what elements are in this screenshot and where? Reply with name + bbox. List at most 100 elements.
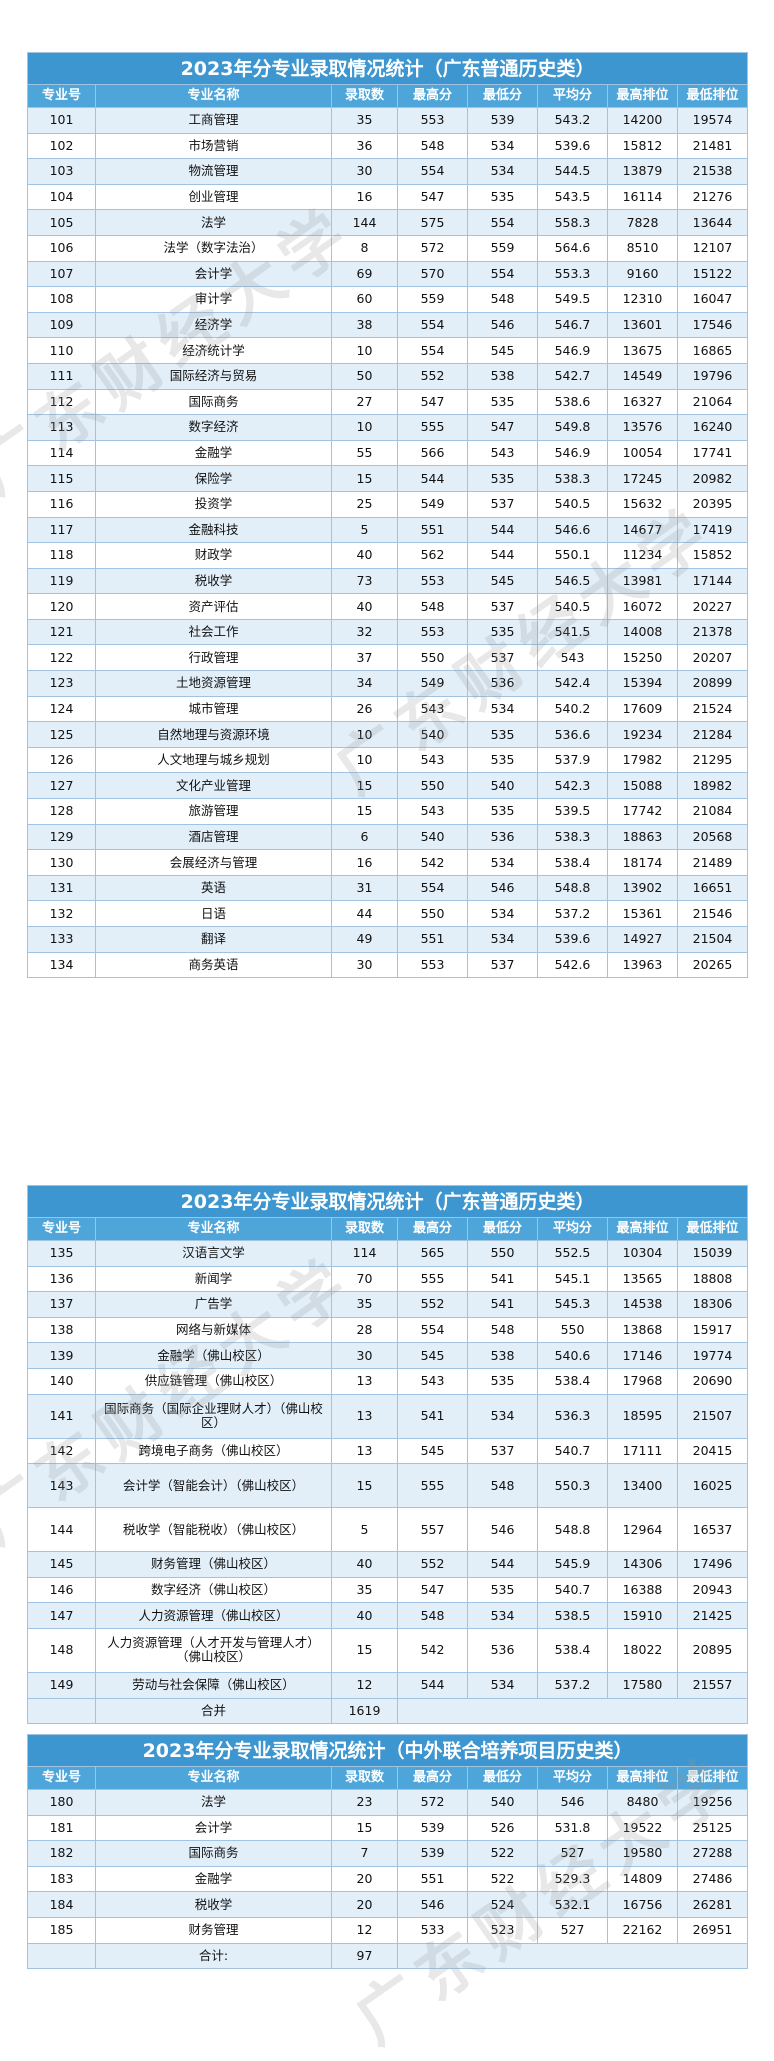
cell-code: 140	[27, 1367, 96, 1395]
cell-admitted: 10	[331, 746, 398, 774]
cell-name: 劳动与社会保障（佛山校区）	[95, 1671, 332, 1699]
cell-avg: 540.7	[537, 1576, 608, 1604]
cell-minrank: 17496	[676, 1551, 749, 1578]
cell-admitted: 15	[331, 1463, 398, 1509]
cell-avg: 536.3	[537, 1393, 608, 1439]
cell-maxrank: 13963	[607, 951, 678, 979]
cell-min: 545	[467, 337, 538, 364]
cell-admitted: 28	[331, 1316, 398, 1344]
cell-minrank: 20265	[676, 951, 749, 979]
header-avg-score: 平均分	[537, 1217, 608, 1241]
cell-maxrank: 15250	[607, 644, 678, 672]
table-row: 137 广告学 35 552 541 545.3 14538 18306	[27, 1291, 749, 1318]
cell-maxrank: 16756	[607, 1891, 678, 1918]
cell-code: 125	[27, 721, 96, 748]
cell-avg: 546.9	[537, 337, 608, 364]
cell-minrank: 19796	[676, 362, 749, 390]
cell-maxrank: 9160	[607, 260, 678, 288]
cell-max: 548	[397, 132, 468, 160]
cell-admitted: 35	[331, 1291, 398, 1318]
cell-minrank: 21276	[676, 183, 749, 211]
header-min-score: 最低分	[467, 84, 538, 108]
cell-avg: 538.3	[537, 465, 608, 492]
cell-max: 542	[397, 849, 468, 876]
cell-name: 财务管理	[95, 1916, 332, 1944]
cell-maxrank: 17580	[607, 1671, 678, 1699]
cell-name: 经济学	[95, 311, 332, 339]
cell-code: 136	[27, 1265, 96, 1293]
cell-code: 105	[27, 209, 96, 236]
cell-avg: 538.4	[537, 849, 608, 876]
cell-avg: 552.5	[537, 1240, 608, 1267]
cell-max: 545	[397, 1342, 468, 1369]
cell-minrank: 16025	[676, 1463, 749, 1509]
cell-name: 人力资源管理（人才开发与管理人才）（佛山校区）	[95, 1627, 332, 1673]
cell-min: 522	[467, 1865, 538, 1893]
cell-min: 523	[467, 1916, 538, 1944]
table-row: 143 会计学（智能会计）（佛山校区） 15 555 548 550.3 13400 1602…	[27, 1463, 749, 1509]
cell-min: 550	[467, 1240, 538, 1267]
table-row: 112 国际商务 27 547 535 538.6 16327 21064	[27, 388, 749, 416]
cell-avg: 538.6	[537, 388, 608, 416]
cell-admitted: 8	[331, 234, 398, 262]
cell-minrank: 19256	[676, 1789, 749, 1816]
cell-max: 552	[397, 1291, 468, 1318]
cell-code: 137	[27, 1291, 96, 1318]
table-row: 117 金融科技 5 551 544 546.6 14677 17419	[27, 516, 749, 544]
table-row: 144 税收学（智能税收）（佛山校区） 5 557 546 548.8 12964 16537	[27, 1507, 749, 1553]
table-row: 110 经济统计学 10 554 545 546.9 13675 16865	[27, 337, 749, 364]
cell-maxrank: 17146	[607, 1342, 678, 1369]
cell-code: 185	[27, 1916, 96, 1944]
cell-minrank: 16240	[676, 414, 749, 441]
cell-code: 117	[27, 516, 96, 544]
cell-max: 554	[397, 337, 468, 364]
cell-max: 543	[397, 798, 468, 825]
cell-minrank: 20899	[676, 670, 749, 697]
cell-name: 数字经济	[95, 414, 332, 441]
cell-admitted: 16	[331, 849, 398, 876]
cell-max: 572	[397, 1789, 468, 1816]
cell-name: 旅游管理	[95, 798, 332, 825]
cell-minrank: 21284	[676, 721, 749, 748]
cell-admitted: 144	[331, 209, 398, 236]
header-min-score: 最低分	[467, 1766, 538, 1790]
cell-admitted: 38	[331, 311, 398, 339]
cell-min: 546	[467, 874, 538, 902]
cell-admitted: 44	[331, 900, 398, 927]
cell-avg: 537.9	[537, 746, 608, 774]
cell-minrank: 20690	[676, 1367, 749, 1395]
cell-minrank: 21546	[676, 900, 749, 927]
cell-name: 翻译	[95, 926, 332, 953]
cell-min: 534	[467, 900, 538, 927]
table-row: 180 法学 23 572 540 546 8480 19256	[27, 1789, 749, 1816]
cell-min: 538	[467, 362, 538, 390]
cell-minrank: 12107	[676, 234, 749, 262]
cell-min: 544	[467, 542, 538, 569]
cell-avg: 546.9	[537, 439, 608, 467]
cell-name: 人文地理与城乡规划	[95, 746, 332, 774]
table-row: 125 自然地理与资源环境 10 540 535 536.6 19234 21284	[27, 721, 749, 748]
cell-code: 112	[27, 388, 96, 416]
cell-maxrank: 14809	[607, 1865, 678, 1893]
cell-avg: 542.3	[537, 772, 608, 800]
cell-minrank: 21084	[676, 798, 749, 825]
cell-maxrank: 22162	[607, 1916, 678, 1944]
cell-name: 城市管理	[95, 695, 332, 723]
table-row: 124 城市管理 26 543 534 540.2 17609 21524	[27, 695, 749, 723]
cell-min: 539	[467, 107, 538, 134]
table-row: 101 工商管理 35 553 539 543.2 14200 19574	[27, 107, 749, 134]
cell-admitted: 30	[331, 1342, 398, 1369]
header-major-name: 专业名称	[95, 84, 332, 108]
cell-code: 107	[27, 260, 96, 288]
table-title: 2023年分专业录取情况统计（中外联合培养项目历史类）	[26, 1734, 749, 1767]
cell-code: 124	[27, 695, 96, 723]
cell-code: 120	[27, 593, 96, 620]
cell-admitted: 15	[331, 465, 398, 492]
header-min-rank: 最低排位	[676, 84, 749, 108]
cell-name: 资产评估	[95, 593, 332, 620]
table-row: 131 英语 31 554 546 548.8 13902 16651	[27, 874, 749, 902]
cell-maxrank: 14008	[607, 618, 678, 646]
cell-max: 552	[397, 362, 468, 390]
cell-maxrank: 14927	[607, 926, 678, 953]
cell-code: 108	[27, 286, 96, 313]
